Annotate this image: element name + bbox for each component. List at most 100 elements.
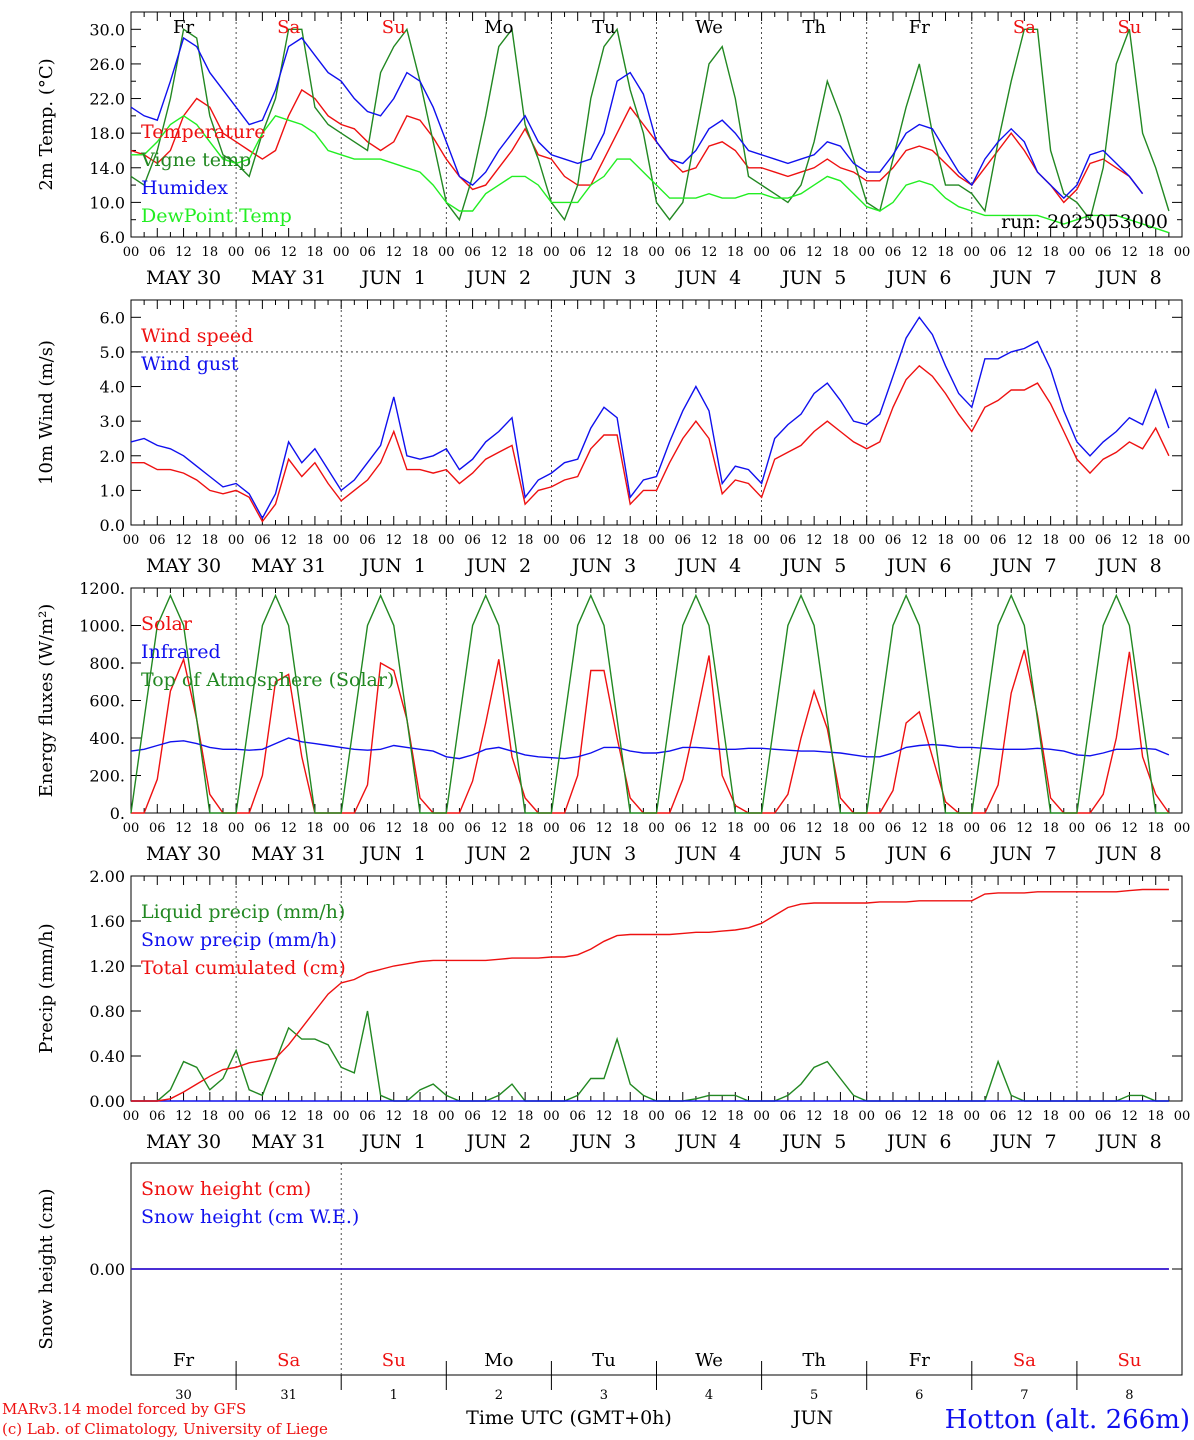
hour-tick-label: 00 (333, 821, 350, 836)
hour-tick-label: 12 (701, 245, 718, 260)
hour-tick-label: 00 (543, 533, 560, 548)
hour-tick-label: 18 (1147, 533, 1164, 548)
date-label: JUN 1 (360, 555, 426, 577)
hour-tick-label: 00 (333, 245, 350, 260)
series-line-blue (130, 316, 1170, 520)
hour-tick-label: 06 (464, 1109, 481, 1124)
hour-tick-label: 12 (280, 533, 297, 548)
hour-tick-label: 12 (806, 533, 823, 548)
day-of-week-label: Su (1117, 17, 1141, 38)
site-label: Hotton (alt. 266m) (945, 1405, 1190, 1435)
hour-tick-label: 12 (280, 245, 297, 260)
bottom-day-number: 7 (1020, 1388, 1028, 1403)
date-label: MAY 31 (251, 843, 326, 865)
panel-1: 6.0 10.0 14.0 18.0 22.0 26.0 30.0 2m Temp. (°C)… (36, 11, 1191, 289)
hour-tick-label: 18 (412, 533, 429, 548)
y-tick-label: 22.0 (89, 90, 125, 109)
legend-entry: Snow precip (mm/h) (141, 929, 337, 951)
y-tick-label: 0.80 (89, 1002, 125, 1021)
hour-tick-label: 18 (937, 533, 954, 548)
y-tick-label: 600. (89, 692, 125, 711)
hour-tick-label: 00 (123, 245, 140, 260)
hour-tick-label: 06 (254, 1109, 271, 1124)
hour-tick-label: 18 (937, 1109, 954, 1124)
month-label: JUN (791, 1407, 833, 1429)
day-of-week-label: Th (802, 17, 826, 38)
bottom-day-number: 8 (1125, 1388, 1133, 1403)
hour-tick-label: 00 (123, 1109, 140, 1124)
hour-tick-label: 00 (1069, 821, 1086, 836)
hour-tick-label: 12 (175, 533, 192, 548)
series-line-green (130, 27, 1170, 222)
hour-tick-label: 18 (412, 245, 429, 260)
day-of-week-label: Tu (592, 17, 616, 38)
y-tick-label: 10.0 (89, 193, 125, 212)
y-tick-label: 800. (89, 654, 125, 673)
run-label: run: 2025053000 (1001, 211, 1168, 233)
y-tick-label: 0.0 (100, 516, 125, 535)
hour-tick-label: 00 (964, 821, 981, 836)
legend-entry: Liquid precip (mm/h) (141, 901, 345, 923)
hour-tick-label: 12 (701, 533, 718, 548)
hour-tick-label: 06 (885, 1109, 902, 1124)
legend-entry: Wind speed (141, 325, 253, 347)
hour-tick-label: 06 (569, 1109, 586, 1124)
date-label: JUN 8 (1095, 555, 1161, 577)
hour-tick-label: 06 (885, 245, 902, 260)
hour-tick-label: 18 (1042, 821, 1059, 836)
bottom-day-number: 30 (175, 1388, 192, 1403)
bottom-day-label: Mo (484, 1350, 513, 1371)
hour-tick-label: 00 (1069, 245, 1086, 260)
hour-tick-label: 12 (175, 245, 192, 260)
hour-tick-label: 00 (753, 245, 770, 260)
hour-tick-label: 06 (1095, 245, 1112, 260)
hour-tick-label: 18 (937, 245, 954, 260)
hour-tick-label: 00 (228, 533, 245, 548)
hour-tick-label: 18 (202, 245, 219, 260)
credit-line-1: MARv3.14 model forced by GFS (2, 1400, 246, 1418)
bottom-day-label: Su (382, 1350, 406, 1371)
bottom-day-number: 31 (280, 1388, 297, 1403)
hour-tick-label: 06 (675, 533, 692, 548)
y-axis-label: 2m Temp. (°C) (36, 58, 57, 190)
date-label: JUN 5 (780, 267, 846, 289)
y-tick-label: 3.0 (100, 412, 125, 431)
date-label: JUN 8 (1095, 267, 1161, 289)
hour-tick-label: 06 (780, 1109, 797, 1124)
y-tick-label: 1.60 (89, 912, 125, 931)
legend-entry: Snow height (cm W.E.) (141, 1206, 359, 1228)
hour-tick-label: 12 (1016, 1109, 1033, 1124)
bottom-day-label: Fr (909, 1350, 930, 1371)
hour-tick-label: 00 (228, 821, 245, 836)
hour-tick-label: 12 (280, 821, 297, 836)
legend-entry: Wind gust (141, 353, 239, 375)
hour-tick-label: 00 (753, 533, 770, 548)
date-label: JUN 7 (990, 267, 1056, 289)
date-label: JUN 2 (465, 843, 531, 865)
hour-tick-label: 06 (359, 821, 376, 836)
hour-tick-label: 12 (911, 245, 928, 260)
hour-tick-label: 00 (438, 821, 455, 836)
day-of-week-label: Mo (484, 17, 513, 38)
hour-tick-label: 00 (438, 533, 455, 548)
hour-tick-label: 12 (175, 821, 192, 836)
y-tick-label: 30.0 (89, 20, 125, 39)
hour-tick-label: 18 (1042, 1109, 1059, 1124)
date-label: MAY 30 (146, 555, 221, 577)
hour-tick-label: 06 (569, 821, 586, 836)
date-label: JUN 3 (570, 555, 636, 577)
hour-tick-label: 00 (858, 1109, 875, 1124)
hour-tick-label: 00 (228, 245, 245, 260)
hour-tick-label: 06 (885, 821, 902, 836)
date-label: JUN 7 (990, 843, 1056, 865)
date-label: MAY 31 (251, 555, 326, 577)
legend-entry: Top of Atmosphere (Solar) (141, 669, 394, 691)
hour-tick-label: 00 (1174, 245, 1191, 260)
hour-tick-label: 06 (1095, 1109, 1112, 1124)
day-of-week-label: Su (382, 17, 406, 38)
hour-tick-label: 06 (149, 821, 166, 836)
date-label: JUN 5 (780, 1131, 846, 1153)
legend-entry: Humidex (141, 177, 228, 199)
hour-tick-label: 18 (727, 821, 744, 836)
